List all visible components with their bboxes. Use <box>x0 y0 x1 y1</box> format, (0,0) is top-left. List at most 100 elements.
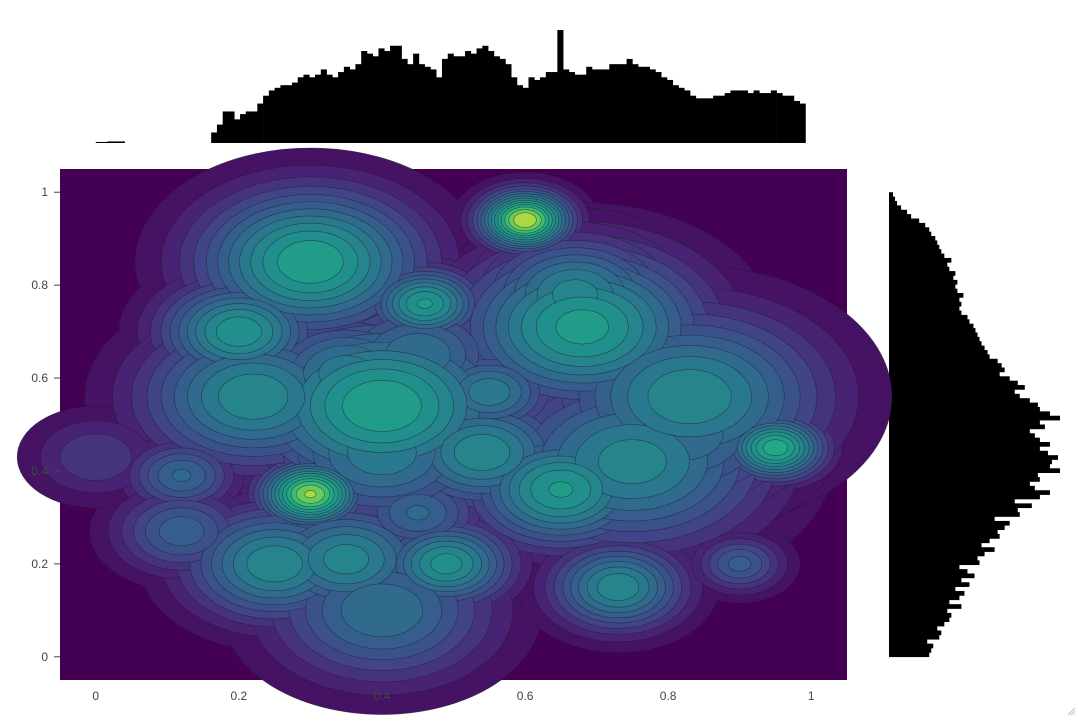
x-histogram-bar <box>528 77 535 143</box>
x-histogram-bar <box>401 58 408 143</box>
y-histogram-bar <box>889 494 1040 500</box>
contour-region <box>406 505 430 521</box>
x-histogram-bar <box>626 58 633 143</box>
y-histogram-bar <box>889 336 980 342</box>
y-histogram-bar <box>889 393 1020 399</box>
contour-region <box>340 583 423 638</box>
y-histogram-bar <box>889 275 954 281</box>
y-histogram-bar <box>889 328 976 333</box>
y-histogram-bar <box>889 463 1050 469</box>
contour-region <box>323 544 370 575</box>
y-histogram-bar <box>889 547 995 552</box>
contour-region <box>342 380 422 432</box>
contour-region <box>454 434 511 471</box>
y-histogram-bar <box>889 200 898 206</box>
contour-region <box>215 316 262 347</box>
x-histogram-bar <box>690 95 697 143</box>
y-histogram-bar <box>889 332 978 338</box>
y-histogram-bar <box>889 209 908 215</box>
y-histogram-bar <box>889 564 960 570</box>
x-histogram-bar <box>470 53 477 143</box>
y-tick-label: 1 <box>41 185 48 199</box>
x-histogram-bar <box>453 56 460 143</box>
y-histogram-bar <box>889 214 912 219</box>
y-histogram-bar <box>889 349 988 355</box>
x-histogram-bar <box>799 103 806 143</box>
contour-region <box>59 433 132 481</box>
x-histogram-bar <box>678 87 685 143</box>
y-histogram-bar <box>889 639 928 644</box>
x-histogram-bar <box>695 98 702 143</box>
x-tick-label: 0.8 <box>660 689 677 703</box>
contour-region <box>647 369 732 424</box>
y-histogram-bar <box>889 415 1060 421</box>
x-histogram-bar <box>320 69 327 143</box>
x-histogram-bar <box>568 72 575 143</box>
x-histogram-bar <box>436 77 443 143</box>
y-histogram-bar <box>889 271 956 276</box>
x-histogram-bar <box>759 93 766 143</box>
x-histogram-bar <box>574 74 581 143</box>
contour-region <box>246 545 303 583</box>
x-histogram-bar <box>488 51 495 143</box>
contour-region <box>417 298 433 309</box>
y-histogram-bar <box>889 433 1035 438</box>
x-histogram-bar <box>228 111 235 143</box>
x-histogram-bar <box>407 64 414 143</box>
y-histogram-bar <box>889 512 1020 517</box>
y-tick-label: 0.4 <box>31 464 48 478</box>
x-histogram-bar <box>788 95 795 143</box>
x-histogram-bar <box>661 77 668 143</box>
y-tick-label: 0.6 <box>31 371 48 385</box>
y-histogram-bar <box>889 617 950 623</box>
y-histogram-bar <box>889 652 930 658</box>
x-histogram-bar <box>540 77 547 143</box>
x-histogram-bar <box>424 66 431 143</box>
contour-level-15 <box>304 212 537 499</box>
x-histogram-bar <box>349 69 356 143</box>
x-tick-label: 1 <box>808 689 815 703</box>
contour-region <box>468 378 511 406</box>
x-histogram-bar <box>736 90 743 143</box>
y-histogram-bar <box>889 630 942 636</box>
y-histogram-bar <box>889 196 896 202</box>
x-histogram-bar <box>557 30 564 143</box>
x-histogram-bar <box>718 95 725 143</box>
y-histogram-bar <box>889 319 970 325</box>
x-histogram-bar <box>211 132 218 143</box>
y-histogram-bar <box>889 385 1025 390</box>
x-histogram-bar <box>459 56 466 143</box>
x-histogram-bar <box>430 69 437 143</box>
y-marginal-histogram <box>889 192 1060 658</box>
y-histogram-bar <box>889 485 1035 491</box>
y-histogram-bar <box>889 341 982 346</box>
x-histogram-bar <box>672 85 679 143</box>
x-histogram-bar <box>113 141 120 143</box>
y-histogram-bar <box>889 279 958 285</box>
x-histogram-bar <box>280 85 287 143</box>
y-histogram-bar <box>889 420 1040 425</box>
y-histogram-bar <box>889 293 964 298</box>
x-histogram-bar <box>649 69 656 143</box>
x-histogram-bar <box>747 93 754 143</box>
contour-region <box>548 481 574 498</box>
resize-grip-icon[interactable] <box>1066 706 1076 716</box>
y-histogram-bar <box>889 288 958 294</box>
y-histogram-bar <box>889 284 956 289</box>
x-histogram-bar <box>707 98 714 143</box>
x-histogram-bar <box>655 72 662 143</box>
y-histogram-bar <box>889 621 945 627</box>
x-histogram-bar <box>603 69 610 143</box>
x-histogram-bar <box>413 53 420 143</box>
y-histogram-bar <box>889 257 952 263</box>
y-histogram-bar <box>889 542 982 548</box>
x-histogram-bar <box>615 64 622 143</box>
contour-plot-area[interactable] <box>16 147 893 715</box>
contour-region <box>598 439 667 484</box>
y-histogram-bar <box>889 227 930 232</box>
x-histogram-bar <box>580 74 587 143</box>
x-histogram-bar <box>465 51 472 143</box>
x-histogram-bar <box>101 141 108 143</box>
y-histogram-bar <box>889 354 990 360</box>
